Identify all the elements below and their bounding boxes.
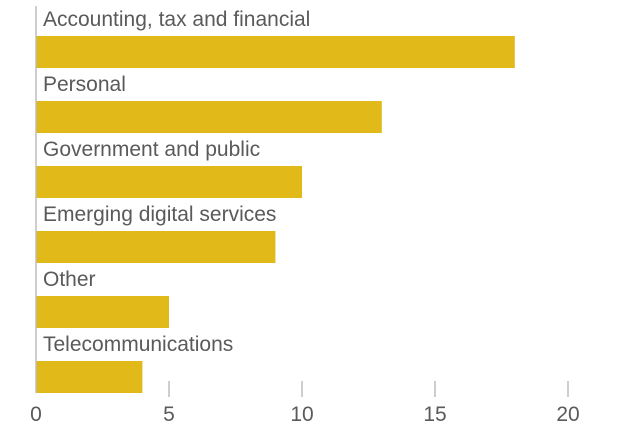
category-label-4: Other xyxy=(43,268,96,291)
category-label-2: Government and public xyxy=(43,138,260,161)
bar-5 xyxy=(36,361,143,393)
category-label-1: Personal xyxy=(43,73,126,96)
category-labels-group: Accounting, tax and financial Personal Gov… xyxy=(43,8,310,356)
bar-4 xyxy=(36,296,169,328)
x-tick-label-0: 0 xyxy=(30,403,42,426)
bar-3 xyxy=(36,231,276,263)
x-tick-label-2: 10 xyxy=(290,403,313,426)
bar-1 xyxy=(36,101,382,133)
category-label-3: Emerging digital services xyxy=(43,203,276,226)
x-tick-label-3: 15 xyxy=(423,403,446,426)
category-label-0: Accounting, tax and financial xyxy=(43,8,310,31)
bars-group xyxy=(36,36,515,393)
bar-0 xyxy=(36,36,515,68)
x-tick-label-4: 20 xyxy=(556,403,579,426)
bar-2 xyxy=(36,166,302,198)
category-label-5: Telecommunications xyxy=(43,333,233,356)
x-axis-ticks-group: 0 5 10 15 20 xyxy=(30,381,580,426)
x-tick-label-1: 5 xyxy=(163,403,175,426)
